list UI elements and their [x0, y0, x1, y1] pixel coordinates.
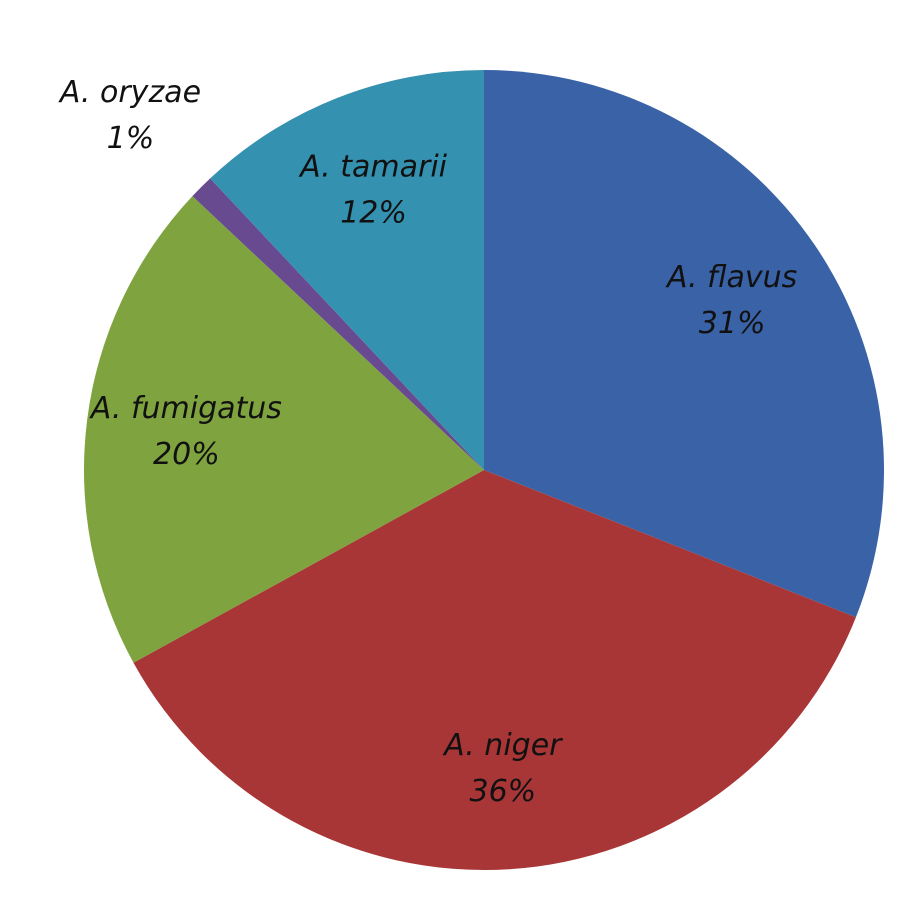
pie-slice: [192, 178, 485, 471]
pie-slice: [84, 196, 485, 663]
pie-slice: [133, 470, 856, 870]
slice-label: A. fumigatus: [89, 391, 282, 426]
value-label: 20%: [153, 437, 220, 472]
slice-label: A. oryzae: [58, 75, 201, 110]
slice-label: A. tamarii: [298, 150, 448, 185]
value-label: 31%: [699, 306, 766, 341]
value-label: 36%: [469, 774, 536, 809]
pie-slice: [484, 70, 884, 618]
slice-label: A. niger: [442, 728, 563, 763]
pie-slice: [210, 70, 484, 470]
slice-label: A. flavus: [665, 260, 797, 295]
value-label: 1%: [107, 121, 155, 156]
value-label: 12%: [340, 196, 407, 231]
